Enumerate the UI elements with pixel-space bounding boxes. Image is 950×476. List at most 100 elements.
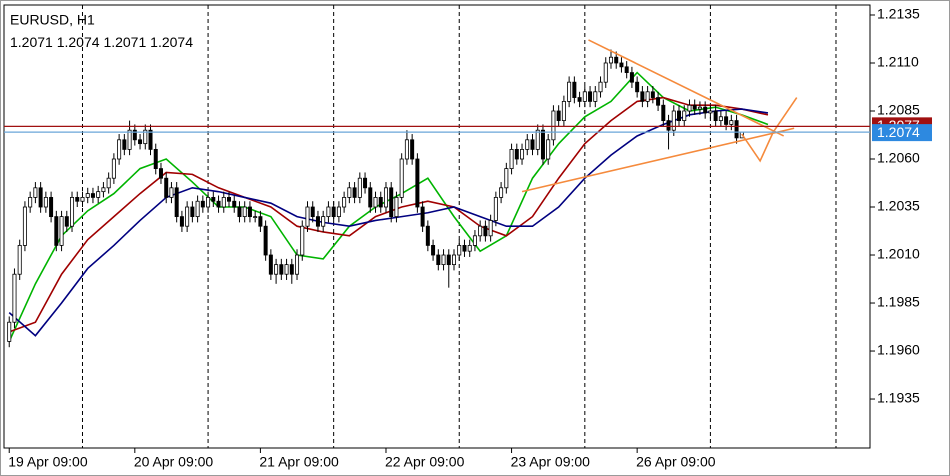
trendline [588, 39, 785, 137]
low-readout: 1.2071 [103, 34, 146, 50]
candle-body [373, 197, 378, 208]
candle-body [211, 197, 216, 202]
candle-body [174, 187, 179, 218]
candle-body [650, 91, 655, 98]
candle-body [132, 129, 137, 141]
candle-body [221, 197, 226, 208]
candle-body [645, 91, 650, 102]
candle-body [38, 187, 43, 208]
candle-body [326, 206, 331, 218]
trendline [741, 97, 798, 163]
candle-body [666, 120, 671, 131]
candle-body [546, 139, 551, 160]
candle-body [206, 197, 211, 208]
candle-body [185, 206, 190, 227]
y-tick-label: 1.2135 [877, 6, 920, 22]
candle-body [425, 225, 430, 246]
candle-body [608, 56, 613, 64]
candle-body [331, 206, 336, 218]
candle-body [640, 91, 645, 102]
candle-body [12, 273, 17, 323]
candle-body [614, 56, 619, 64]
candle-body [127, 129, 132, 150]
candle-body [300, 225, 305, 256]
candle-body [258, 216, 263, 227]
candle-body [59, 216, 64, 246]
candle-body [431, 245, 436, 256]
candle-body [687, 104, 692, 112]
candle-body [242, 206, 247, 218]
candle-body [347, 187, 352, 198]
candle-body [446, 254, 451, 266]
open-readout: 1.2071 [10, 34, 53, 50]
candle-body [263, 225, 268, 256]
candle-body [619, 62, 624, 68]
candle-body [734, 120, 739, 139]
bid-label-box [872, 124, 932, 142]
candle-body [28, 197, 33, 208]
candle-body [232, 200, 237, 208]
candle-body [499, 187, 504, 198]
candle-body [520, 149, 525, 160]
plot-area [3, 4, 871, 449]
candle-body [268, 254, 273, 275]
candle-body [457, 245, 462, 256]
candle-body [588, 91, 593, 102]
y-tick-label: 1.2035 [877, 198, 920, 214]
trendline [521, 127, 795, 193]
candle-body [703, 106, 708, 114]
candle-body [551, 110, 556, 141]
candle-body [713, 110, 718, 121]
candle-body [556, 110, 561, 121]
candle-body [357, 177, 362, 198]
candle-body [80, 197, 85, 202]
candle-body [415, 158, 420, 208]
candle-body [179, 216, 184, 227]
candle-body [389, 187, 394, 218]
candle-body [692, 104, 697, 110]
candle-body [525, 139, 530, 150]
candle-body [677, 110, 682, 121]
candle-body [708, 110, 713, 114]
candle-body [404, 139, 409, 160]
candle-body [195, 200, 200, 218]
close-readout: 1.2074 [150, 34, 193, 50]
x-tick-label: 20 Apr 09:00 [134, 454, 214, 470]
high-readout: 1.2074 [57, 34, 100, 50]
x-tick-label: 21 Apr 09:00 [259, 454, 339, 470]
candle-body [289, 264, 294, 275]
candle-body [472, 235, 477, 246]
x-tick-label: 22 Apr 09:00 [385, 454, 465, 470]
candle-body [22, 206, 27, 246]
candle-body [598, 81, 603, 93]
y-tick-label: 1.1960 [877, 342, 920, 358]
candle-body [17, 245, 22, 275]
y-tick-label: 1.2085 [877, 102, 920, 118]
candle-body [656, 97, 661, 106]
moving-average [8, 71, 769, 342]
candle-body [462, 245, 467, 252]
y-tick-label: 1.2110 [877, 54, 919, 70]
candle-body [75, 197, 80, 202]
candle-body [143, 129, 148, 145]
candle-body [54, 216, 59, 246]
candle-body [49, 197, 54, 218]
candle-body [671, 110, 676, 131]
candle-body [305, 206, 310, 227]
candle-body [352, 187, 357, 198]
y-tick-label: 1.1985 [877, 294, 920, 310]
x-tick-label: 19 Apr 09:00 [8, 454, 88, 470]
candle-body [493, 197, 498, 221]
candle-body [253, 216, 258, 219]
candle-body [561, 100, 566, 121]
candle-body [577, 97, 582, 102]
candle-body [158, 168, 163, 179]
candle-body [96, 191, 101, 198]
bid-label: 1.2074 [877, 124, 920, 140]
moving-average [8, 108, 769, 337]
candle-body [567, 81, 572, 102]
candle-body [530, 139, 535, 150]
y-tick-label: 1.2010 [877, 246, 920, 262]
candle-body [274, 264, 279, 275]
